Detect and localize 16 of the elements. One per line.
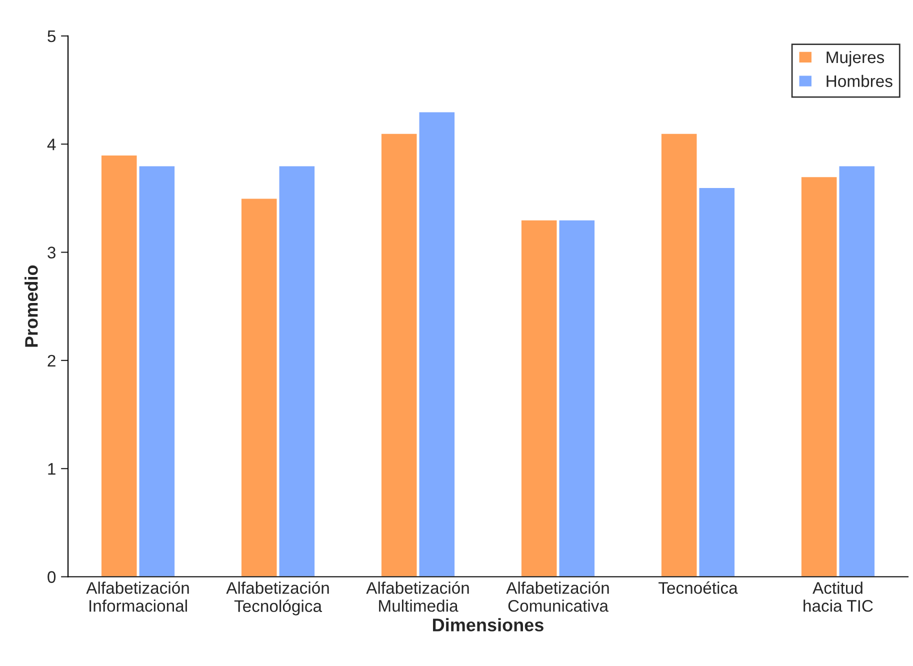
y-tick-label: 2 <box>48 354 56 366</box>
x-tick-label: Tecnoética <box>658 581 738 594</box>
y-tick-label: 5 <box>48 30 56 42</box>
x-tick-label: Alfabetización Multimedia <box>366 581 469 612</box>
y-tick-label: 0 <box>48 571 56 583</box>
legend-label: Mujeres <box>826 50 884 66</box>
x-tick-label: Alfabetización Informacional <box>86 581 189 612</box>
x-tick-label: Alfabetización Comunicativa <box>506 581 609 612</box>
y-tick-label: 3 <box>48 246 56 258</box>
y-axis-title: Promedio <box>24 265 38 347</box>
y-tick-label: 1 <box>48 463 56 475</box>
legend-label: Hombres <box>826 74 892 88</box>
x-tick-label: Alfabetización Tecnológica <box>226 581 329 616</box>
x-tick-label: Actitud hacia TIC <box>804 582 873 612</box>
y-tick-label: 4 <box>47 138 56 150</box>
x-axis-title: Dimensiones <box>433 618 544 632</box>
